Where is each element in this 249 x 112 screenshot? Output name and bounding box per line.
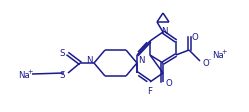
Text: O: O <box>166 79 173 88</box>
Text: ⁻: ⁻ <box>208 57 212 63</box>
Text: O: O <box>192 33 199 42</box>
Text: N: N <box>86 56 93 65</box>
Text: Na: Na <box>212 51 224 60</box>
Text: +: + <box>27 68 33 74</box>
Text: S: S <box>60 70 65 79</box>
Text: N: N <box>161 27 167 36</box>
Text: Na: Na <box>18 70 30 79</box>
Text: +: + <box>221 49 227 55</box>
Text: O: O <box>203 58 210 67</box>
Text: F: F <box>147 87 152 96</box>
Text: S: S <box>60 49 65 58</box>
Text: N: N <box>138 56 144 65</box>
